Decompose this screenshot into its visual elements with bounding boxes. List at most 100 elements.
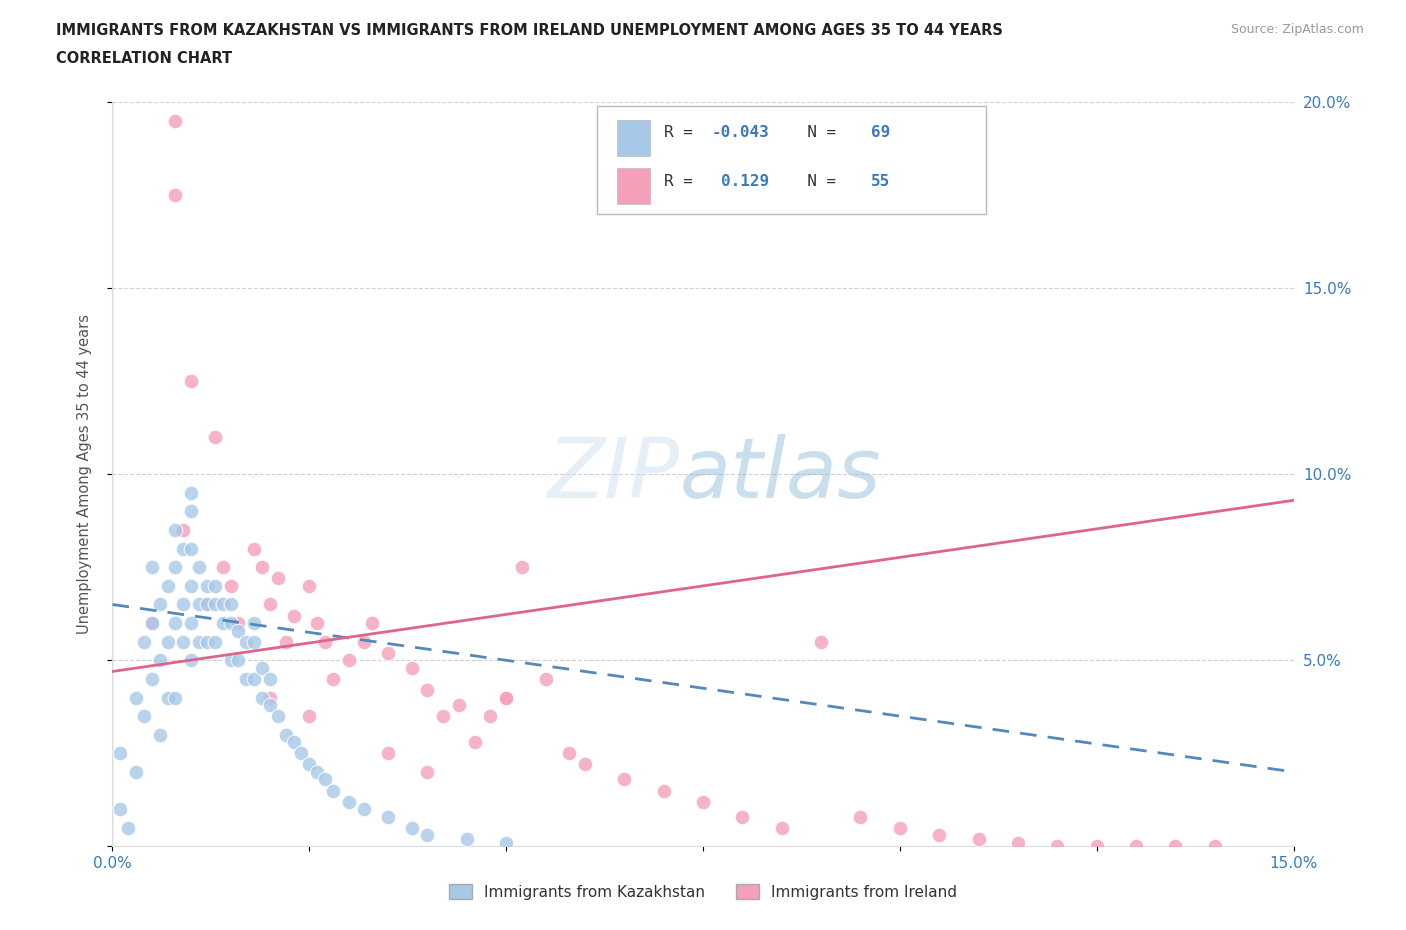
Point — [228, 653, 250, 668]
Point — [495, 835, 517, 850]
Point — [132, 634, 155, 649]
Point — [416, 764, 439, 779]
Point — [322, 671, 344, 686]
Point — [314, 772, 336, 787]
Point — [259, 671, 281, 686]
Point — [283, 735, 305, 750]
Point — [267, 571, 290, 586]
Point — [401, 660, 423, 675]
Point — [337, 794, 360, 809]
Point — [125, 690, 148, 705]
Point — [235, 671, 257, 686]
Point — [188, 597, 211, 612]
Point — [731, 809, 754, 824]
Point — [377, 645, 399, 660]
Point — [180, 616, 202, 631]
Point — [1204, 839, 1226, 854]
Point — [172, 634, 194, 649]
Point — [307, 764, 329, 779]
Point — [204, 597, 226, 612]
Text: atlas: atlas — [679, 433, 882, 515]
Point — [322, 783, 344, 798]
Point — [219, 578, 242, 593]
Point — [283, 608, 305, 623]
Text: IMMIGRANTS FROM KAZAKHSTAN VS IMMIGRANTS FROM IRELAND UNEMPLOYMENT AMONG AGES 35: IMMIGRANTS FROM KAZAKHSTAN VS IMMIGRANTS… — [56, 23, 1002, 38]
Point — [165, 113, 187, 128]
Point — [195, 597, 218, 612]
Point — [180, 541, 202, 556]
Text: N =: N = — [787, 125, 846, 140]
Text: 69: 69 — [870, 125, 890, 140]
Point — [447, 698, 470, 712]
Point — [928, 828, 950, 843]
Point — [1085, 839, 1108, 854]
Point — [141, 616, 163, 631]
Point — [195, 597, 218, 612]
Point — [243, 634, 266, 649]
Point — [141, 616, 163, 631]
Point — [495, 690, 517, 705]
Point — [219, 653, 242, 668]
Point — [141, 560, 163, 575]
Point — [967, 831, 990, 846]
Point — [810, 634, 832, 649]
Point — [188, 634, 211, 649]
Text: R =: R = — [664, 174, 703, 189]
Point — [156, 634, 179, 649]
Point — [228, 616, 250, 631]
Point — [165, 523, 187, 538]
Point — [337, 653, 360, 668]
Point — [274, 727, 297, 742]
Point — [401, 820, 423, 835]
Point — [361, 616, 384, 631]
Point — [353, 634, 375, 649]
Point — [117, 820, 139, 835]
Text: 0.129: 0.129 — [721, 174, 769, 189]
Point — [432, 709, 454, 724]
Point — [165, 188, 187, 203]
Point — [149, 597, 172, 612]
Point — [204, 578, 226, 593]
Text: ZIP: ZIP — [547, 433, 679, 515]
Point — [180, 578, 202, 593]
Point — [314, 634, 336, 649]
Point — [110, 802, 132, 817]
Point — [165, 690, 187, 705]
Text: R =: R = — [664, 125, 703, 140]
Text: N =: N = — [787, 174, 846, 189]
Point — [243, 671, 266, 686]
Point — [416, 828, 439, 843]
Point — [149, 727, 172, 742]
Point — [274, 634, 297, 649]
Point — [534, 671, 557, 686]
Point — [889, 820, 911, 835]
Point — [298, 757, 321, 772]
Point — [298, 709, 321, 724]
Point — [188, 560, 211, 575]
Text: CORRELATION CHART: CORRELATION CHART — [56, 51, 232, 66]
Point — [211, 616, 233, 631]
Point — [180, 504, 202, 519]
Text: Source: ZipAtlas.com: Source: ZipAtlas.com — [1230, 23, 1364, 36]
Point — [1046, 839, 1069, 854]
Point — [211, 597, 233, 612]
Point — [377, 809, 399, 824]
Point — [165, 560, 187, 575]
Point — [195, 634, 218, 649]
Point — [307, 616, 329, 631]
Point — [495, 690, 517, 705]
Y-axis label: Unemployment Among Ages 35 to 44 years: Unemployment Among Ages 35 to 44 years — [77, 314, 91, 634]
FancyBboxPatch shape — [617, 168, 650, 205]
Point — [132, 709, 155, 724]
Point — [692, 794, 714, 809]
Point — [416, 683, 439, 698]
Point — [180, 485, 202, 500]
Point — [156, 690, 179, 705]
Point — [204, 634, 226, 649]
Point — [849, 809, 872, 824]
Point — [1007, 835, 1029, 850]
Point — [235, 634, 257, 649]
Point — [149, 653, 172, 668]
Point — [259, 597, 281, 612]
Point — [204, 430, 226, 445]
